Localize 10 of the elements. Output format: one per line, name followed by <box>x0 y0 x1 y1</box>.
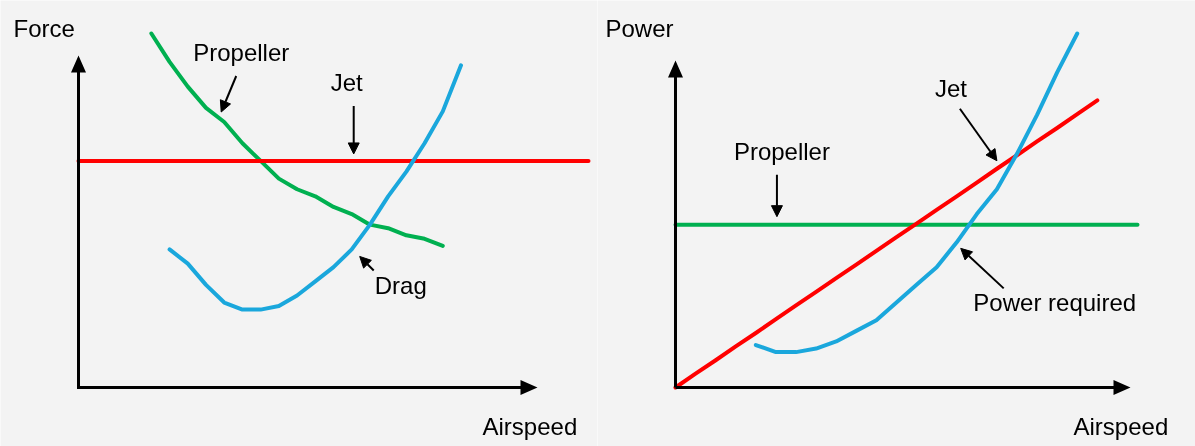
series-label: Drag <box>374 271 427 299</box>
text: Jet <box>934 75 968 103</box>
text: Jet <box>330 69 364 97</box>
y-axis-title: Force <box>13 15 75 42</box>
x-axis-title: Airspeed <box>1073 413 1169 440</box>
series-label: Propeller <box>193 38 290 66</box>
series-label: Power required <box>973 288 1137 316</box>
text: Propeller <box>733 138 830 166</box>
y-axis-title: Power <box>605 15 674 42</box>
x-axis-title: Airspeed <box>482 413 578 440</box>
